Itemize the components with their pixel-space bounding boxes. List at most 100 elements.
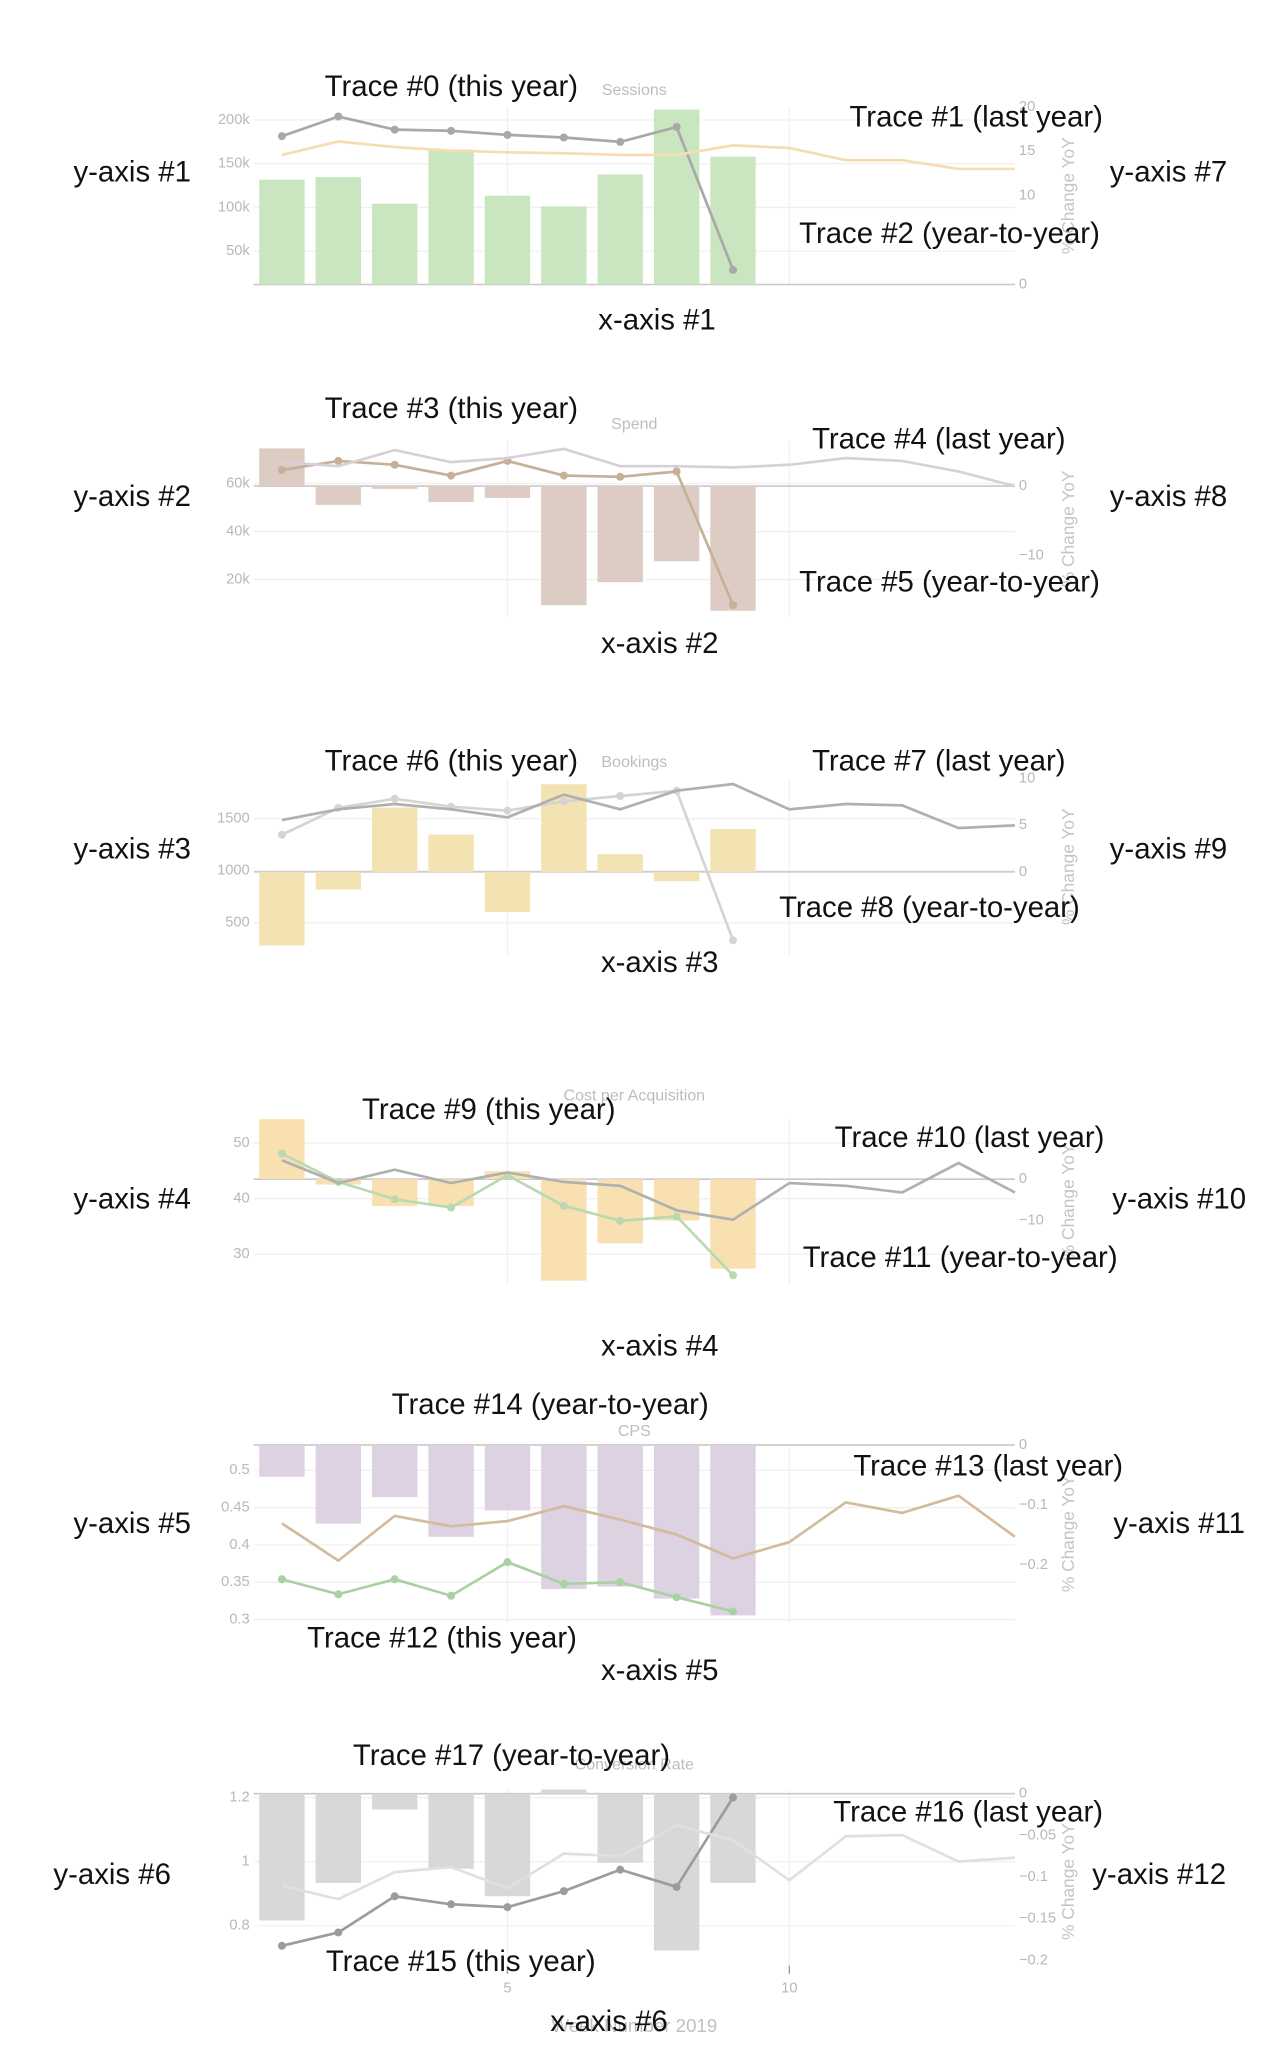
bar xyxy=(484,871,531,912)
y2-axis-title: % Change YoY xyxy=(1058,1475,1078,1592)
bar xyxy=(597,1793,643,1863)
annotation: y-axis #5 xyxy=(73,1507,190,1540)
y-tick-label: 200k xyxy=(218,112,250,128)
subplot-title: Spend xyxy=(611,415,657,433)
y-tick-label: 40k xyxy=(226,523,250,539)
bar xyxy=(259,1119,305,1180)
line xyxy=(281,1823,1016,1901)
y2-tick-label: 0 xyxy=(1019,1171,1027,1187)
annotation: Trace #10 (last year) xyxy=(835,1121,1105,1154)
annotation: Trace #8 (year-to-year) xyxy=(779,891,1080,924)
y-tick-label: 40 xyxy=(233,1190,249,1206)
annotation: Trace #9 (this year) xyxy=(362,1093,615,1126)
annotation: y-axis #6 xyxy=(53,1858,170,1891)
y-tick-label: 1500 xyxy=(217,811,250,827)
point xyxy=(277,1149,286,1158)
y2-axis-title: % Change YoY xyxy=(1058,470,1078,587)
annotation: Trace #17 (year-to-year) xyxy=(353,1739,670,1772)
point xyxy=(334,1590,343,1599)
point xyxy=(616,1216,625,1225)
bar xyxy=(259,1793,305,1921)
annotation: Trace #0 (this year) xyxy=(325,70,578,103)
annotation: y-axis #2 xyxy=(73,480,190,513)
point xyxy=(277,1941,286,1950)
bar xyxy=(710,828,756,872)
y-tick-label: 1000 xyxy=(217,863,250,879)
point xyxy=(672,1593,681,1602)
bar xyxy=(371,1444,418,1498)
y-tick-label: 0.4 xyxy=(229,1537,249,1553)
point xyxy=(559,471,568,480)
bar xyxy=(541,1179,587,1281)
line xyxy=(281,1159,1016,1222)
point xyxy=(503,1903,512,1912)
bar xyxy=(597,486,643,583)
bar xyxy=(653,871,700,882)
y-tick-label: 100k xyxy=(218,199,250,215)
bar xyxy=(597,1179,643,1244)
annotation: y-axis #3 xyxy=(73,832,190,865)
point xyxy=(616,1865,625,1874)
bar xyxy=(653,1444,700,1599)
bar xyxy=(710,486,756,611)
y2-tick-label: 0 xyxy=(1019,276,1027,292)
y-tick-label: 500 xyxy=(225,915,249,931)
bar xyxy=(428,834,474,872)
point xyxy=(559,1201,568,1210)
bar xyxy=(428,1793,474,1869)
subplot-title: CPS xyxy=(618,1422,651,1440)
bar xyxy=(653,1793,700,1951)
bar xyxy=(484,195,531,285)
annotation: Trace #16 (last year) xyxy=(833,1795,1103,1828)
annotation: y-axis #11 xyxy=(1113,1507,1245,1540)
point xyxy=(503,806,512,815)
bar xyxy=(371,1793,418,1810)
point xyxy=(616,472,625,481)
y2-tick-label: 0 xyxy=(1019,1437,1027,1453)
y2-tick-label: −0.2 xyxy=(1019,1952,1048,1968)
point xyxy=(447,1203,456,1212)
bar xyxy=(541,1789,587,1794)
point xyxy=(390,1575,399,1584)
line xyxy=(281,140,1015,171)
point xyxy=(447,1591,456,1600)
y2-axis-title: % Change YoY xyxy=(1058,1143,1078,1260)
annotation: Trace #7 (last year) xyxy=(812,744,1065,777)
point xyxy=(447,1900,456,1909)
y-tick-label: 50 xyxy=(233,1135,249,1151)
bar xyxy=(484,1444,531,1511)
x-axis-title: Week Number 2019 xyxy=(551,2015,717,2036)
annotation: y-axis #8 xyxy=(1110,480,1227,513)
y2-tick-label: 10 xyxy=(1019,188,1035,204)
x-tick-label: 5 xyxy=(503,1980,511,1996)
y2-tick-label: −10 xyxy=(1019,1212,1044,1228)
bar xyxy=(315,1444,362,1524)
y2-tick-label: 5 xyxy=(1019,817,1027,833)
annotation: Trace #1 (last year) xyxy=(849,101,1102,134)
y2-tick-label: −0.1 xyxy=(1019,1497,1048,1513)
point xyxy=(559,797,568,806)
point xyxy=(334,112,343,121)
annotation: Trace #5 (year-to-year) xyxy=(799,565,1100,598)
point xyxy=(390,1195,399,1204)
bar xyxy=(315,486,362,505)
y-tick-label: 60k xyxy=(226,475,250,491)
y-tick-label: 50k xyxy=(226,243,250,259)
x-tick-label: 10 xyxy=(781,1980,797,1996)
bar xyxy=(259,871,305,946)
point xyxy=(672,1882,681,1891)
point xyxy=(728,1793,738,1802)
bar xyxy=(428,486,474,503)
point xyxy=(728,265,738,274)
y2-tick-label: 15 xyxy=(1019,143,1035,159)
bar xyxy=(597,174,643,285)
bar xyxy=(259,1444,305,1477)
point xyxy=(503,130,512,139)
point xyxy=(390,460,399,469)
point xyxy=(616,791,625,801)
point xyxy=(559,1887,568,1896)
y-tick-label: 150k xyxy=(218,156,250,172)
point xyxy=(277,1575,286,1584)
y-tick-label: 0.5 xyxy=(229,1462,249,1478)
